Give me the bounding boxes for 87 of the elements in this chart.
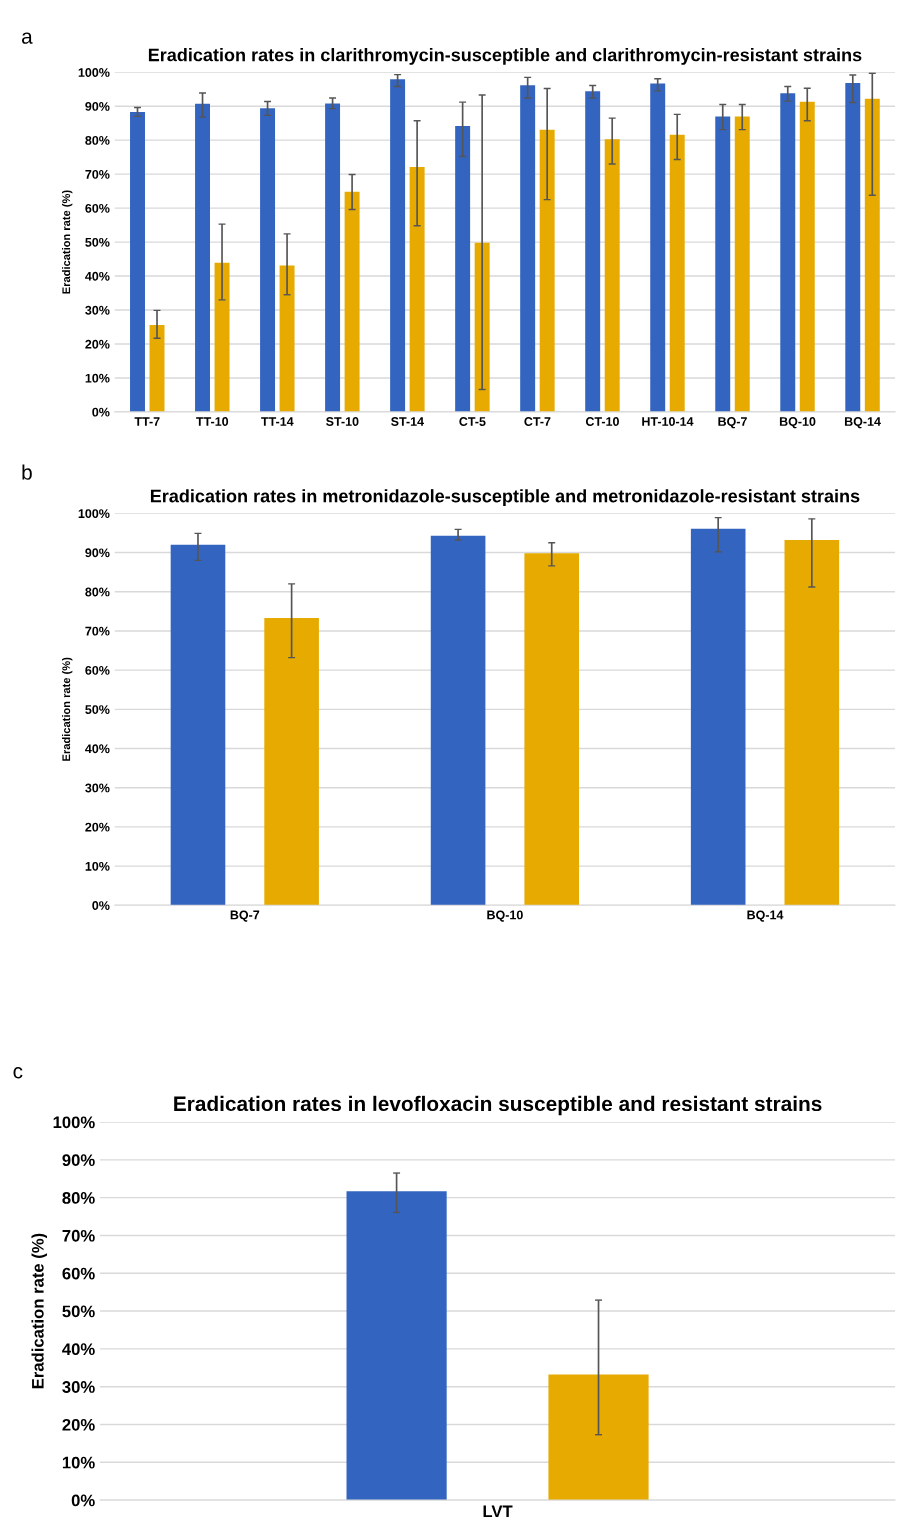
x-tick-label: TT-14	[261, 417, 294, 426]
y-tick-label: 80%	[85, 135, 110, 145]
bar	[669, 134, 685, 412]
bar	[604, 139, 620, 412]
y-tick-label: 50%	[85, 237, 110, 247]
y-tick-label: 20%	[85, 339, 110, 349]
y-tick-label: 100%	[78, 509, 110, 519]
x-tick-label: BQ-10	[487, 910, 523, 922]
y-tick-label: 10%	[85, 373, 110, 383]
bar	[650, 83, 666, 412]
y-tick-label: 100%	[78, 68, 110, 77]
y-tick-label: 70%	[85, 626, 110, 636]
y-tick-label: 10%	[85, 861, 110, 871]
x-tick-label: TT-10	[196, 417, 229, 426]
x-tick-label: BQ-10	[779, 417, 816, 429]
y-tick-label: 100%	[53, 1116, 95, 1129]
bar	[344, 191, 360, 412]
y-tick-label: 90%	[62, 1154, 95, 1167]
chart-title: Eradication rates in metronidazole-susceptible and metronidazole-resistant strains	[150, 489, 860, 506]
y-tick-label: 0%	[92, 901, 110, 910]
text: b	[22, 464, 32, 480]
text: c	[13, 1067, 23, 1079]
bar	[784, 540, 840, 906]
x-tick-label: CT-5	[459, 417, 486, 426]
y-tick-label: 30%	[85, 783, 110, 793]
bar	[390, 79, 406, 412]
x-tick-label: BQ-14	[844, 417, 881, 429]
y-axis-title: Eradication rate (%)	[62, 190, 73, 294]
x-tick-label: BQ-7	[718, 417, 747, 429]
x-tick-label: BQ-7	[230, 910, 260, 922]
bar	[690, 528, 746, 906]
bar	[585, 91, 601, 412]
bar	[455, 125, 471, 412]
x-tick-label: CT-7	[524, 417, 551, 426]
bar	[325, 103, 341, 412]
y-axis-title: Eradication rate (%)	[62, 657, 73, 761]
bar	[409, 167, 425, 412]
x-tick-label: CT-10	[585, 417, 619, 426]
bar	[539, 129, 555, 412]
bar	[260, 108, 276, 412]
x-tick-label: ST-10	[326, 417, 359, 426]
y-tick-label: 60%	[62, 1267, 95, 1280]
y-axis-title: Eradication rate (%)	[31, 1233, 48, 1389]
bar	[264, 618, 319, 906]
bar	[130, 111, 145, 412]
bar	[845, 83, 861, 412]
bar	[524, 553, 580, 906]
bar	[214, 262, 230, 412]
y-tick-label: 70%	[85, 169, 110, 179]
bar	[715, 116, 731, 412]
x-tick-label: BQ-14	[747, 910, 784, 922]
y-tick-label: 0%	[71, 1494, 95, 1507]
bar	[430, 535, 486, 906]
bar	[279, 265, 295, 412]
text: a	[22, 32, 33, 44]
y-tick-label: 20%	[85, 822, 110, 832]
bar	[195, 103, 211, 412]
bar	[780, 93, 796, 412]
y-tick-label: 30%	[62, 1381, 95, 1393]
x-tick-label: TT-7	[134, 417, 160, 426]
y-tick-label: 0%	[92, 407, 110, 417]
chart-title: Eradication rates in clarithromycin-susceptible and clarithromycin-resistant strains	[148, 48, 862, 65]
y-tick-label: 40%	[85, 271, 110, 281]
y-tick-label: 60%	[85, 203, 110, 213]
y-tick-label: 40%	[62, 1343, 95, 1356]
y-tick-label: 40%	[85, 744, 110, 754]
y-tick-label: 50%	[85, 705, 110, 714]
y-tick-label: 30%	[85, 305, 110, 315]
bar	[864, 98, 880, 412]
y-tick-label: 70%	[62, 1229, 95, 1242]
bar	[734, 116, 750, 412]
y-tick-label: 60%	[85, 665, 110, 675]
y-tick-label: 20%	[62, 1418, 95, 1431]
x-tick-label: ST-14	[391, 417, 424, 426]
bar	[799, 101, 815, 412]
y-tick-label: 80%	[85, 587, 110, 597]
y-tick-label: 50%	[62, 1305, 95, 1318]
x-tick-label: LVT	[483, 1505, 513, 1518]
chart-title: Eradication rates in levofloxacin susceptible and resistant strains	[174, 1095, 822, 1116]
y-tick-label: 10%	[62, 1456, 95, 1469]
bar	[149, 324, 165, 412]
x-tick-label: HT-10-14	[642, 417, 694, 426]
bar	[520, 85, 536, 412]
y-tick-label: 90%	[85, 548, 110, 558]
y-tick-label: 80%	[62, 1192, 95, 1204]
y-tick-label: 90%	[85, 102, 110, 111]
bar	[170, 544, 226, 906]
